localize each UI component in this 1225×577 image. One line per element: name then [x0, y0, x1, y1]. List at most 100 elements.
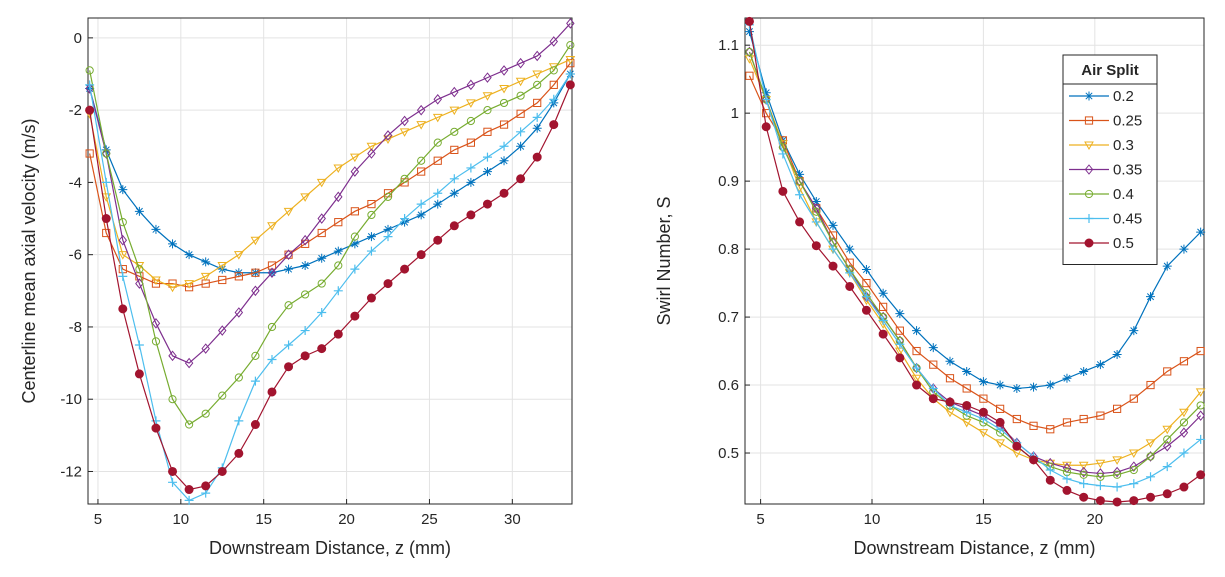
legend-marker — [1084, 189, 1094, 199]
data-point — [416, 104, 426, 116]
legend-label: 0.2 — [1113, 88, 1134, 105]
data-point — [416, 121, 427, 130]
data-point — [1179, 408, 1189, 418]
data-point — [234, 448, 244, 458]
data-point — [400, 264, 410, 274]
data-point — [761, 88, 771, 98]
data-point — [533, 80, 542, 89]
data-point — [1079, 366, 1089, 376]
data-point — [1128, 449, 1139, 459]
data-point — [85, 83, 94, 94]
axes-box — [87, 17, 573, 505]
data-point — [962, 400, 972, 410]
data-point — [878, 329, 888, 339]
data-point — [317, 253, 327, 263]
data-point — [795, 175, 804, 187]
data-point — [795, 177, 804, 186]
data-point — [979, 394, 988, 403]
data-point — [549, 120, 559, 130]
data-point — [134, 340, 144, 350]
data-point — [201, 481, 211, 491]
data-point — [1196, 401, 1205, 410]
y-tick-label: 0 — [74, 30, 82, 47]
data-point — [450, 127, 459, 136]
data-point — [499, 120, 509, 129]
data-point — [1129, 394, 1138, 403]
x-tick-label: 30 — [504, 511, 521, 528]
data-point — [1146, 292, 1156, 302]
data-point — [845, 281, 855, 291]
data-point — [367, 148, 376, 159]
data-point — [1062, 485, 1072, 495]
data-point — [168, 477, 178, 487]
x-tick-label: 20 — [338, 511, 355, 528]
data-point — [1045, 475, 1055, 485]
data-point — [962, 366, 972, 376]
data-point — [811, 217, 821, 227]
data-point — [218, 325, 227, 336]
data-point — [118, 234, 128, 246]
data-point — [300, 351, 310, 361]
legend-label: 0.45 — [1113, 211, 1142, 228]
data-point — [184, 357, 194, 369]
data-point — [450, 86, 459, 98]
data-point — [565, 69, 575, 79]
series-line — [748, 51, 1202, 478]
data-point — [861, 292, 871, 302]
data-point — [1046, 425, 1055, 434]
data-point — [995, 439, 1005, 448]
data-point — [928, 343, 938, 353]
data-point — [895, 339, 905, 349]
data-point — [350, 311, 360, 321]
data-point — [499, 98, 509, 108]
y-tick-label: 0.9 — [718, 173, 739, 190]
data-point — [118, 304, 128, 314]
series-line — [748, 21, 1202, 503]
data-point — [516, 91, 525, 100]
data-point — [134, 369, 144, 379]
data-point — [350, 166, 360, 177]
data-point — [745, 47, 754, 57]
data-point — [350, 264, 360, 274]
data-point — [1096, 411, 1105, 420]
data-point — [383, 279, 393, 289]
y-axis-label: Swirl Number, S — [654, 196, 674, 325]
series-line — [89, 62, 571, 288]
data-point — [778, 149, 788, 159]
data-point — [466, 138, 475, 147]
data-point — [1112, 497, 1122, 507]
data-point — [483, 127, 492, 136]
y-tick-label: -6 — [69, 247, 82, 264]
data-point — [267, 322, 277, 332]
data-point — [101, 193, 112, 202]
data-point — [85, 66, 94, 75]
data-point — [565, 56, 576, 65]
data-point — [267, 222, 277, 231]
data-point — [1012, 414, 1021, 424]
data-point — [1129, 461, 1139, 472]
data-point — [433, 94, 442, 105]
data-point — [416, 250, 426, 260]
data-point — [251, 268, 260, 277]
legend-marker — [1084, 91, 1094, 101]
data-point — [102, 149, 111, 158]
data-point — [449, 106, 460, 116]
data-point — [912, 346, 921, 356]
data-point — [284, 301, 293, 310]
data-point — [449, 188, 459, 198]
x-tick-label: 25 — [421, 511, 438, 528]
data-point — [300, 261, 310, 271]
series-line — [89, 44, 571, 426]
data-point — [1095, 459, 1106, 469]
y-tick-label: 0.6 — [718, 377, 739, 394]
data-point — [516, 109, 525, 118]
data-point — [862, 278, 871, 288]
data-point — [1079, 414, 1088, 424]
data-point — [744, 27, 754, 37]
legend-label: 0.3 — [1113, 137, 1134, 154]
data-point — [283, 207, 294, 217]
data-point — [565, 80, 575, 90]
data-point — [482, 152, 492, 162]
data-point — [433, 156, 442, 165]
